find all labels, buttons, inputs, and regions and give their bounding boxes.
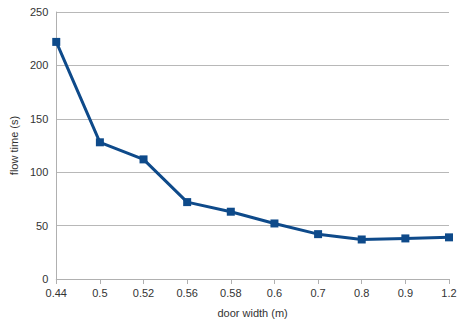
svg-text:0.8: 0.8 [354, 287, 369, 299]
svg-text:0.56: 0.56 [176, 287, 197, 299]
svg-text:50: 50 [36, 220, 48, 232]
svg-text:0.5: 0.5 [92, 287, 107, 299]
svg-text:0.44: 0.44 [46, 287, 67, 299]
svg-text:0.6: 0.6 [267, 287, 282, 299]
svg-text:0.52: 0.52 [133, 287, 154, 299]
svg-text:1.2: 1.2 [441, 287, 456, 299]
svg-text:0: 0 [42, 273, 48, 285]
svg-text:100: 100 [30, 166, 48, 178]
svg-text:0.58: 0.58 [220, 287, 241, 299]
svg-text:150: 150 [30, 113, 48, 125]
svg-text:0.9: 0.9 [398, 287, 413, 299]
svg-text:0.7: 0.7 [310, 287, 325, 299]
svg-text:flow time (s): flow time (s) [8, 116, 20, 175]
svg-text:200: 200 [30, 59, 48, 71]
svg-text:door width (m): door width (m) [217, 307, 287, 319]
svg-text:250: 250 [30, 6, 48, 18]
